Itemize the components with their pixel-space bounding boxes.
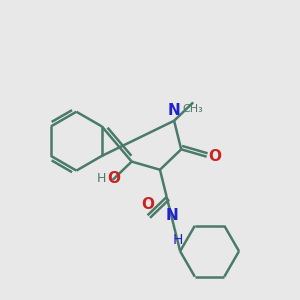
Text: CH₃: CH₃: [183, 104, 204, 114]
Text: O: O: [107, 171, 121, 186]
Text: H: H: [97, 172, 106, 185]
Text: O: O: [208, 149, 221, 164]
Text: N: N: [166, 208, 178, 223]
Text: N: N: [168, 103, 181, 118]
Text: O: O: [141, 197, 154, 212]
Text: H: H: [172, 233, 183, 247]
